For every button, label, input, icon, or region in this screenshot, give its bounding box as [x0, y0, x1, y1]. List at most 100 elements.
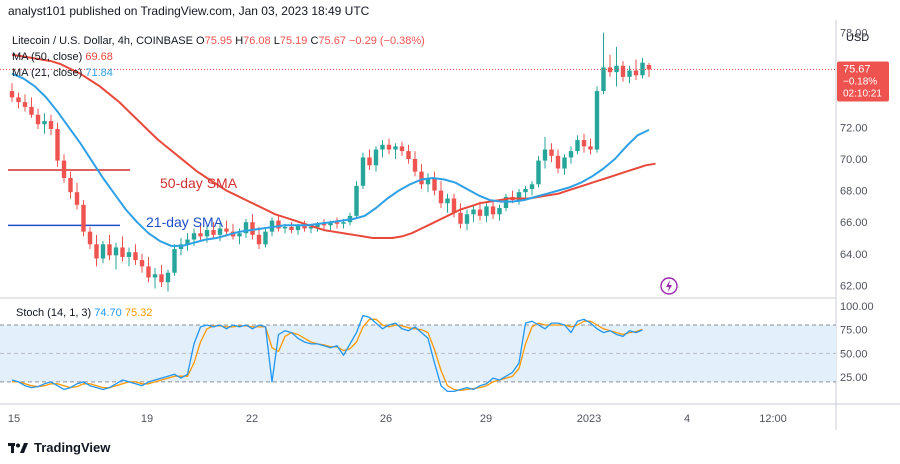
price-badge	[837, 61, 889, 102]
candle-body	[575, 140, 580, 152]
candle-body	[607, 67, 613, 73]
tradingview-footer[interactable]: TradingView	[8, 440, 110, 455]
price-badge-value: 75.67	[843, 63, 871, 75]
legend-part: 75.67	[318, 35, 349, 47]
candle-body	[217, 228, 223, 235]
candle-body	[555, 155, 561, 169]
candle-body	[386, 144, 392, 150]
candle-body	[334, 222, 340, 224]
published-header: analyst101 published on TradingView.com,…	[8, 4, 370, 18]
candle-body	[399, 146, 405, 152]
price-badge-change: −0.18%	[843, 76, 877, 87]
candle-body	[172, 249, 177, 273]
candle-body	[16, 97, 21, 103]
candle-body	[302, 225, 307, 229]
lightning-icon	[660, 277, 678, 295]
candle-body	[523, 189, 528, 193]
candle-body	[289, 226, 294, 231]
candle-body	[354, 185, 359, 216]
symbol-legend: Litecoin / U.S. Dollar, 4h, COINBASE O75…	[12, 35, 425, 47]
time-tick-label: 22	[246, 413, 258, 425]
candle-body	[536, 160, 541, 185]
candle-body	[646, 65, 652, 70]
candle-body	[198, 233, 203, 237]
candle-body	[380, 144, 385, 150]
stoch-tick-label: 75.00	[840, 325, 868, 337]
time-tick-label: 4	[684, 413, 690, 425]
candle-body	[68, 177, 73, 193]
candle-body	[282, 226, 288, 229]
candle-body	[211, 230, 216, 235]
stoch-tick-label: 25.00	[840, 372, 868, 384]
candle-body	[373, 149, 379, 166]
sma50-annotation-text: 50-day SMA	[160, 175, 238, 191]
price-tick-label: 64.00	[840, 249, 868, 261]
time-tick-label: 2023	[577, 413, 601, 425]
candle-body	[471, 209, 476, 215]
candle-body	[42, 121, 47, 125]
price-badge-countdown: 02:10:21	[843, 88, 882, 99]
candle-body	[614, 65, 619, 73]
candle-body	[204, 230, 210, 237]
candle-body	[367, 157, 372, 166]
candle-body	[55, 128, 60, 161]
candle-body	[139, 260, 145, 267]
candle-body	[588, 146, 593, 150]
candle-body	[412, 159, 418, 172]
candle-body	[159, 274, 164, 283]
candle-body	[542, 149, 548, 161]
candle-body	[425, 177, 431, 185]
legend-part: −0.29 (−0.38%)	[349, 35, 425, 47]
candle-body	[490, 206, 496, 215]
candle-body	[497, 207, 502, 215]
candle-body	[308, 226, 314, 229]
price-tick-label: 68.00	[840, 186, 868, 198]
candle-body	[74, 192, 80, 205]
candle-body	[458, 212, 463, 224]
price-tick-label: 62.00	[840, 280, 868, 292]
time-tick-label: 26	[380, 413, 392, 425]
ma50-line	[11, 53, 656, 239]
legend-part: C	[310, 35, 318, 47]
candle-body	[568, 151, 574, 158]
candle-body	[100, 244, 106, 259]
stoch-legend: Stoch (14, 1, 3) 74.70 75.32	[16, 307, 152, 319]
candle-body	[451, 198, 457, 213]
price-tick-label: 78.00	[840, 28, 868, 40]
legend-part: 71.84	[85, 67, 113, 79]
candle-body	[328, 222, 333, 226]
tradingview-logo-icon	[8, 441, 28, 455]
legend-part: 76.08	[243, 35, 274, 47]
candle-body	[620, 65, 626, 77]
legend-part: O	[196, 35, 205, 47]
candle-body	[341, 222, 346, 224]
candle-body	[48, 121, 54, 129]
candle-body	[627, 70, 632, 77]
candle-body	[393, 146, 398, 150]
candle-body	[250, 222, 255, 235]
time-tick-label: 19	[141, 413, 153, 425]
time-tick-label: 12:00	[759, 413, 787, 425]
candle-body	[35, 114, 41, 125]
candle-body	[315, 223, 320, 227]
candle-body	[146, 266, 151, 278]
candle-body	[81, 204, 86, 232]
candle-body	[107, 244, 112, 256]
candle-body	[360, 157, 366, 186]
candle-body	[263, 231, 268, 245]
candle-body	[243, 222, 249, 234]
legend-part: 75.32	[125, 307, 153, 319]
candle-body	[406, 151, 411, 159]
price-tick-label: 72.00	[840, 122, 868, 134]
candle-body	[152, 274, 158, 278]
stoch-k-line	[11, 314, 643, 393]
stoch-tick-label: 100.00	[840, 301, 874, 313]
candle-body	[601, 67, 606, 92]
legend-part: 74.70	[94, 307, 125, 319]
candle-body	[562, 157, 567, 169]
candle-body	[516, 192, 522, 201]
candle-body	[464, 214, 470, 224]
candle-body	[529, 184, 535, 190]
candle-body	[126, 252, 132, 257]
